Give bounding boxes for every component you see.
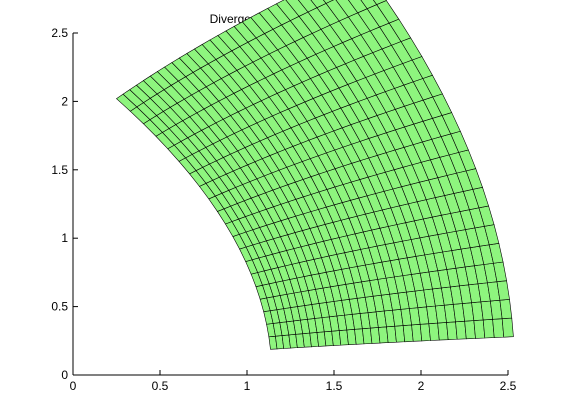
x-tick-label: 0.5: [152, 379, 169, 393]
surface-mesh: [116, 0, 514, 350]
x-tick-label: 1.5: [326, 379, 343, 393]
x-tick-label: 1: [244, 379, 251, 393]
y-tick-label: 1: [61, 231, 68, 245]
mesh-cell: [348, 0, 368, 14]
mesh-cell: [501, 317, 514, 338]
mesh-cell: [360, 0, 378, 10]
y-tick-label: 0: [61, 368, 68, 382]
mesh-cell: [499, 299, 513, 319]
y-tick-label: 2: [61, 94, 68, 108]
mesh-cell: [297, 0, 318, 13]
mesh-cell: [325, 0, 349, 22]
x-tick-label: 2: [418, 379, 425, 393]
mesh-cell: [310, 0, 327, 9]
y-tick-label: 1.5: [51, 163, 68, 177]
y-tick-label: 2.5: [51, 26, 68, 40]
mesh-cell: [323, 0, 334, 4]
mesh-cell: [335, 0, 359, 18]
mesh-cell: [276, 0, 300, 21]
mesh-cell: [373, 0, 387, 5]
x-tick-label: 0: [70, 379, 77, 393]
mesh-cell: [285, 0, 309, 17]
y-tick-label: 0.5: [51, 300, 68, 314]
x-tick-label: 2.5: [500, 379, 517, 393]
axes: 0 0.5 1 1.5 2 2.5 0 0.5 1 1.5 2 2.5: [51, 26, 516, 393]
